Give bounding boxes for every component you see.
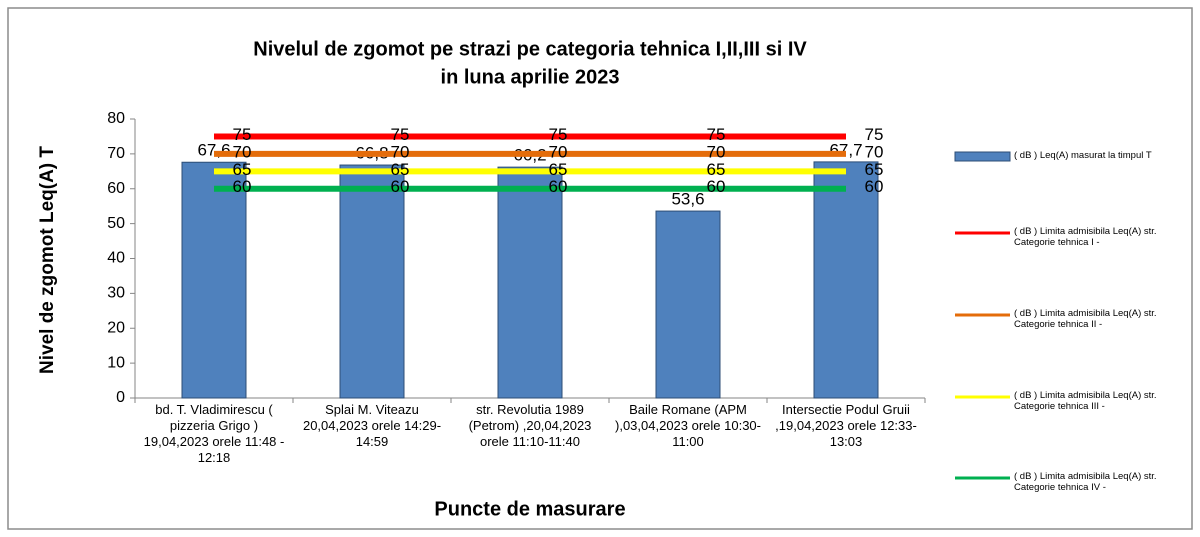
x-axis-label: Puncte de masurare [434, 498, 625, 520]
x-tick-label: Splai M. Viteazu 20,04,2023 orele 14:29-… [302, 402, 442, 449]
data-label: 75 [865, 125, 884, 144]
data-label: 75 [549, 125, 568, 144]
legend-label-box: ( dB ) Limita admisibila Leq(A) str. Cat… [1014, 308, 1157, 330]
data-label: 67,6 [197, 141, 230, 160]
legend-label: ( dB ) Limita admisibila Leq(A) str. Cat… [1014, 390, 1157, 412]
x-tick-label-box: Intersectie Podul Gruii ,19,04,2023 orel… [775, 402, 917, 449]
legend-swatch [954, 151, 1011, 162]
data-label: 75 [233, 125, 252, 144]
bar [655, 210, 721, 399]
legend-label: ( dB ) Limita admisibila Leq(A) str. Cat… [1014, 308, 1157, 330]
bar [497, 166, 563, 399]
legend-label-box: ( dB ) Limita admisibila Leq(A) str. Cat… [1014, 390, 1157, 412]
legend-label: ( dB ) Limita admisibila Leq(A) str. Cat… [1014, 226, 1157, 248]
y-tick-label: 20 [107, 319, 125, 336]
bar [813, 161, 879, 399]
y-axis-label: Nivel de zgomot Leq(A) T [37, 146, 58, 374]
data-label: 65 [549, 160, 568, 179]
bar [339, 164, 405, 399]
data-label: 60 [707, 177, 726, 196]
y-tick-label: 50 [107, 215, 125, 232]
x-tick-label: Intersectie Podul Gruii ,19,04,2023 orel… [775, 402, 917, 449]
legend-label: ( dB ) Limita admisibila Leq(A) str. Cat… [1014, 471, 1157, 493]
data-label: 70 [865, 142, 884, 161]
legend-label-box: ( dB ) Limita admisibila Leq(A) str. Cat… [1014, 226, 1157, 248]
data-label: 60 [233, 177, 252, 196]
data-label: 70 [549, 142, 568, 161]
x-tick-label: Baile Romane (APM ),03,04,2023 orele 10:… [615, 402, 761, 449]
chart-title: Nivelul de zgomot pe strazi pe categoria… [253, 38, 807, 60]
data-label: 65 [865, 160, 884, 179]
data-label: 60 [391, 177, 410, 196]
data-label: 75 [391, 125, 410, 144]
chart-title: in luna aprilie 2023 [441, 66, 620, 88]
data-label: 53,6 [671, 190, 704, 209]
data-label: 75 [707, 125, 726, 144]
bar [181, 161, 247, 399]
data-label: 70 [707, 142, 726, 161]
data-label: 65 [391, 160, 410, 179]
y-tick-label: 60 [107, 180, 125, 197]
data-label: 65 [233, 160, 252, 179]
y-tick-label: 40 [107, 250, 125, 267]
x-tick-label: bd. T. Vladimirescu ( pizzeria Grigo ) 1… [143, 402, 285, 465]
x-tick-label-box: Splai M. Viteazu 20,04,2023 orele 14:29-… [302, 402, 442, 449]
x-tick-label-box: bd. T. Vladimirescu ( pizzeria Grigo ) 1… [143, 402, 285, 465]
legend-label-box: ( dB ) Leq(A) masurat la timpul T [1014, 150, 1152, 161]
y-tick-label: 30 [107, 285, 125, 302]
data-label: 70 [391, 142, 410, 161]
x-tick-label: str. Revolutia 1989 (Petrom) ,20,04,2023… [468, 402, 592, 449]
x-tick-label-box: Baile Romane (APM ),03,04,2023 orele 10:… [615, 402, 761, 449]
legend-label: ( dB ) Leq(A) masurat la timpul T [1014, 150, 1152, 161]
y-tick-label: 70 [107, 145, 125, 162]
x-tick-label-box: str. Revolutia 1989 (Petrom) ,20,04,2023… [468, 402, 592, 449]
legend-label-box: ( dB ) Limita admisibila Leq(A) str. Cat… [1014, 471, 1157, 493]
data-label: 60 [865, 177, 884, 196]
y-tick-label: 0 [116, 389, 125, 406]
data-label: 65 [707, 160, 726, 179]
data-label: 70 [233, 142, 252, 161]
y-tick-label: 80 [107, 110, 125, 127]
data-label: 60 [549, 177, 568, 196]
y-tick-label: 10 [107, 354, 125, 371]
